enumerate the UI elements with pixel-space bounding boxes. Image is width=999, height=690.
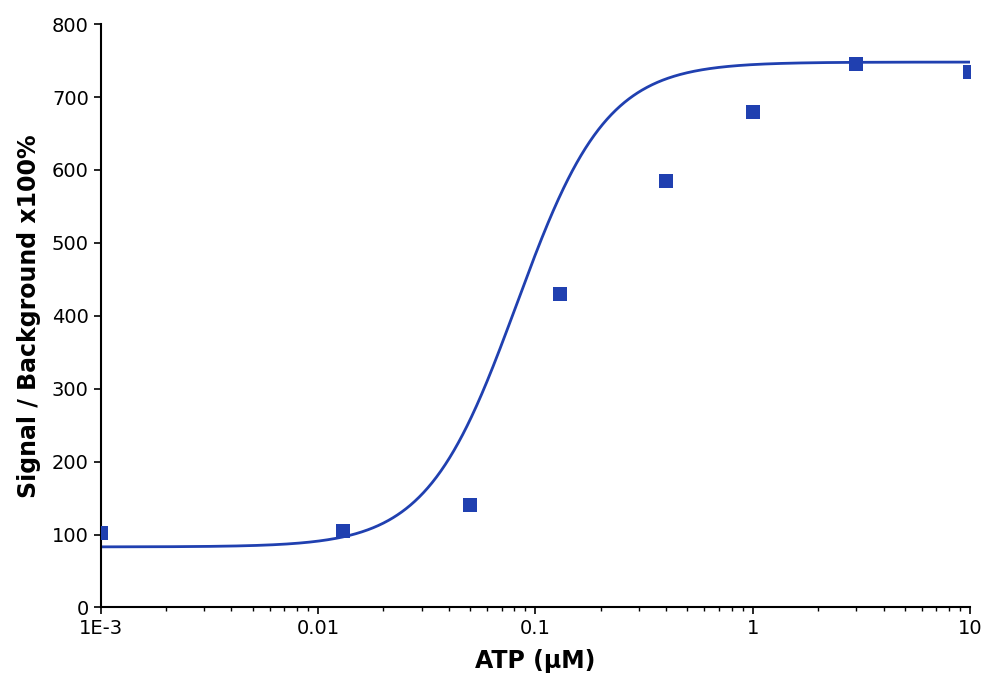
- Y-axis label: Signal / Background x100%: Signal / Background x100%: [17, 134, 41, 497]
- Point: [658, 175, 674, 186]
- Point: [962, 66, 978, 77]
- Point: [462, 500, 478, 511]
- Point: [848, 59, 864, 70]
- Point: [744, 106, 760, 117]
- Point: [93, 528, 109, 539]
- Point: [335, 525, 351, 536]
- Point: [552, 288, 568, 299]
- X-axis label: ATP (μM): ATP (μM): [476, 649, 595, 673]
